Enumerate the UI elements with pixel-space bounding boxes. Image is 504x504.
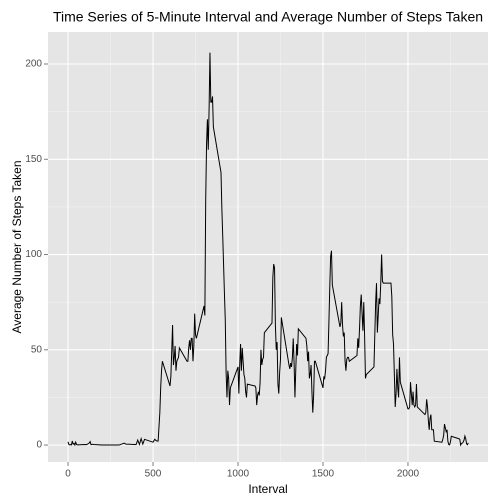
y-axis-label: Average Number of Steps Taken (10, 161, 24, 334)
x-tick-label: 500 (145, 469, 162, 480)
y-tick-label: 100 (25, 249, 42, 260)
chart-title: Time Series of 5-Minute Interval and Ave… (53, 9, 483, 25)
y-tick-label: 50 (31, 344, 43, 355)
data-line (67, 52, 469, 447)
y-tick-label: 200 (25, 59, 42, 70)
y-tick-label: 0 (36, 440, 42, 451)
x-tick-label: 0 (65, 469, 71, 480)
x-tick-label: 1500 (312, 469, 335, 480)
y-tick-label: 150 (25, 154, 42, 165)
x-tick-label: 1000 (227, 469, 250, 480)
x-axis-label: Interval (248, 482, 287, 496)
x-tick-label: 2000 (397, 469, 420, 480)
panel (48, 32, 488, 462)
